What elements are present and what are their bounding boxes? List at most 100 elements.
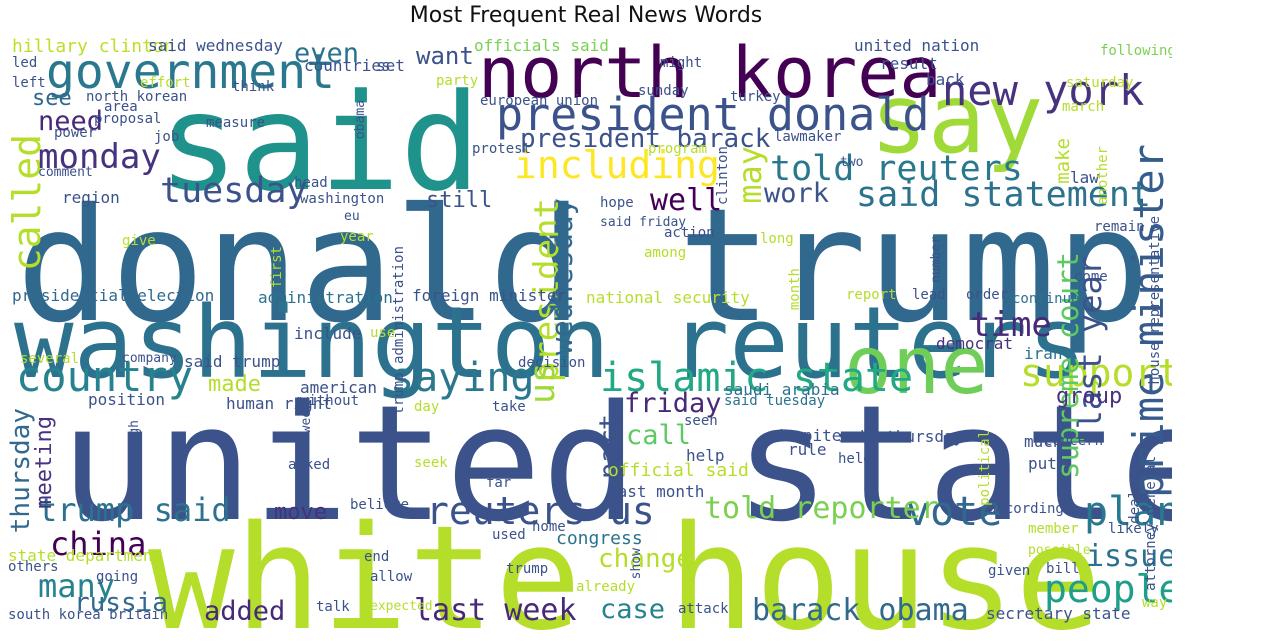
word-plan: plan: [1084, 489, 1172, 535]
word-believe: believe: [350, 497, 410, 513]
word-china: china: [50, 525, 147, 563]
word-saturday: saturday: [1066, 75, 1134, 91]
word-two: two: [840, 155, 864, 170]
word-added: added: [204, 596, 286, 627]
word-one: one: [844, 319, 989, 412]
word-rule: rule: [788, 440, 827, 459]
word-given: given: [988, 563, 1031, 579]
word-time: time: [970, 305, 1052, 345]
word-despite: despite: [774, 426, 842, 445]
word-following: following: [1100, 43, 1172, 59]
word-government: government: [46, 44, 335, 100]
word-said-trump: said trump: [184, 352, 281, 371]
word-measure: measure: [206, 115, 266, 131]
word-thursday: thursday: [8, 408, 36, 534]
word-saudi-arabia: saudi arabia: [724, 380, 840, 399]
word-human-right: human right: [226, 394, 332, 413]
word-bill: bill: [1046, 561, 1080, 577]
word-set: set: [376, 56, 405, 75]
word-area: area: [104, 99, 138, 115]
word-vote: vote: [906, 489, 1003, 535]
word-year: year: [340, 229, 374, 245]
word-political: political: [977, 430, 993, 506]
word-program: program: [648, 141, 708, 157]
word-might: might: [660, 55, 703, 71]
word-decision: decision: [518, 355, 586, 371]
word-islamic-state: islamic state: [600, 355, 914, 401]
word-used: used: [492, 527, 526, 543]
word-concern: concern: [1044, 433, 1104, 449]
word-already: already: [576, 579, 636, 595]
word-end: end: [364, 549, 390, 565]
word-change: change: [598, 544, 692, 574]
word-allow: allow: [370, 569, 413, 585]
word-last-week: last week: [414, 593, 577, 628]
word-russia: russia: [74, 588, 168, 618]
word-region: region: [62, 188, 120, 207]
word-foreign-minister: foreign minister: [412, 286, 567, 305]
word-european-union: european union: [480, 93, 599, 109]
word-people: people: [1044, 567, 1172, 611]
word-well: well: [650, 183, 723, 218]
word-group: group: [1056, 384, 1123, 409]
word-last-month: last month: [608, 482, 705, 501]
word-clinton: clinton: [715, 146, 731, 206]
word-saying: saying: [390, 355, 535, 401]
word-many: many: [38, 567, 116, 605]
word-new-york: new york: [942, 66, 1145, 115]
word-support: support: [1020, 351, 1172, 395]
word-north-korean: north korean: [86, 89, 188, 105]
word-possible: possible: [1028, 543, 1091, 558]
word-national-security: national security: [586, 288, 750, 307]
word-said-tuesday: said tuesday: [724, 393, 826, 409]
word-think: think: [232, 79, 275, 95]
word-white-house: white house: [148, 494, 1102, 634]
word-held: held: [838, 451, 872, 467]
word-tuesday: tuesday: [160, 171, 308, 211]
word-power: power: [54, 125, 97, 141]
word-comment: comment: [38, 165, 93, 180]
word-move: move: [274, 500, 327, 525]
word-house-representative: house representative: [1147, 216, 1163, 385]
word-want: want: [416, 42, 474, 70]
word-work: work: [764, 178, 830, 209]
word-made: made: [208, 372, 261, 397]
word-although: although: [127, 420, 142, 483]
word-still: still: [426, 188, 493, 213]
word-iran: iran: [1024, 344, 1063, 363]
word-month: month: [787, 268, 803, 311]
word-sunday: sunday: [638, 83, 689, 99]
word-continue: continue: [1012, 291, 1080, 307]
word-long: long: [760, 231, 794, 247]
word-meeting: meeting: [32, 416, 57, 509]
word-others: others: [8, 559, 59, 575]
word-head: head: [294, 175, 328, 191]
word-reuters-us: reuters us: [426, 489, 655, 533]
word-several: several: [20, 351, 80, 367]
word-said-friday: said friday: [600, 215, 687, 230]
word-need: need: [38, 106, 104, 137]
word-march: march: [1062, 99, 1105, 115]
word-trump: trump: [506, 561, 549, 577]
word-trump-said: trump said: [38, 491, 231, 529]
word-united-state: united state: [60, 370, 1172, 557]
word-countries: countries: [304, 56, 391, 75]
word-attack: attack: [678, 601, 729, 617]
word-say: say: [870, 63, 1044, 175]
word-seek: seek: [414, 455, 448, 471]
word-cloud: united state donald trump white house said w…: [8, 36, 1172, 634]
word-expected: expected: [370, 599, 433, 614]
word-north-korea: north korea: [478, 36, 942, 114]
word-far: far: [486, 475, 512, 491]
word-help: help: [686, 446, 725, 465]
word-said: said: [158, 65, 481, 221]
word-asked: asked: [288, 457, 331, 473]
word-presidential-election: presidential election: [12, 286, 215, 305]
word-even: even: [294, 38, 360, 69]
word-see: see: [32, 86, 72, 111]
word-country: country: [16, 352, 194, 401]
word-order: order: [966, 287, 1009, 303]
word-told-reuters: told reuters: [770, 149, 1023, 189]
word-president-barack: president barack: [520, 124, 771, 154]
word-give: give: [122, 233, 156, 249]
